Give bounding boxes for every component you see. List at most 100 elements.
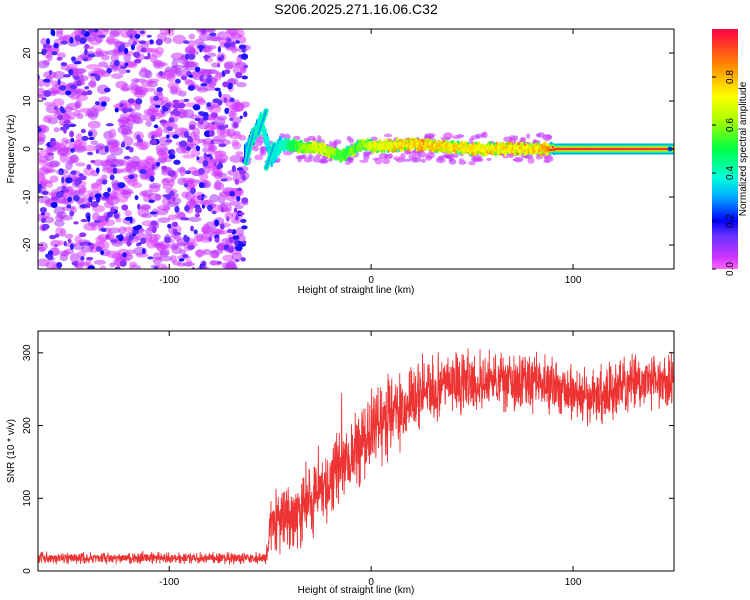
noise-blob bbox=[182, 154, 196, 159]
track-cell bbox=[430, 145, 433, 149]
track-cell bbox=[529, 149, 533, 153]
track-cell bbox=[337, 153, 340, 159]
noise-blob bbox=[129, 82, 139, 91]
track-cell bbox=[452, 146, 455, 152]
track-cell bbox=[509, 145, 512, 151]
noise-spot bbox=[165, 193, 172, 200]
noise-blob bbox=[154, 193, 162, 201]
noise-blob bbox=[156, 112, 167, 118]
noise-spot bbox=[49, 234, 57, 240]
noise-blob bbox=[229, 200, 242, 206]
noise-spot bbox=[231, 165, 236, 173]
track-cell bbox=[429, 144, 432, 149]
track-cell bbox=[293, 142, 296, 149]
noise-spot bbox=[216, 261, 222, 265]
track-cell bbox=[409, 143, 413, 149]
noise-spot bbox=[115, 234, 123, 239]
noise-blob bbox=[100, 54, 110, 61]
noise-spot bbox=[47, 250, 54, 256]
noise-spot bbox=[101, 228, 107, 232]
track-cell bbox=[584, 147, 587, 151]
spectrogram-y-label: Frequency (Hz) bbox=[6, 115, 17, 184]
track-streak-core bbox=[265, 143, 276, 170]
spectrogram-y-tick-label: 10 bbox=[22, 95, 33, 107]
track-cell bbox=[602, 147, 605, 151]
track-cell bbox=[365, 144, 368, 148]
track-cell bbox=[326, 150, 329, 155]
track-cell bbox=[437, 143, 440, 148]
halo-blob bbox=[378, 152, 389, 160]
noise-blob bbox=[75, 68, 87, 74]
noise-spot bbox=[238, 170, 247, 175]
noise-spot bbox=[138, 40, 147, 45]
track-cell bbox=[544, 148, 547, 151]
track-cell bbox=[581, 147, 585, 151]
noise-spot bbox=[171, 221, 179, 228]
noise-spot bbox=[177, 102, 186, 109]
track-cell bbox=[403, 143, 407, 147]
track-cell bbox=[534, 147, 537, 152]
noise-blob bbox=[126, 162, 135, 170]
noise-spot bbox=[235, 40, 240, 44]
noise-spot bbox=[229, 190, 235, 197]
spectrogram-x-ticks: -100 0 100 bbox=[159, 29, 582, 286]
noise-spot bbox=[69, 84, 77, 90]
halo-blob bbox=[486, 157, 492, 161]
track-cell bbox=[551, 147, 554, 151]
noise-spot bbox=[178, 258, 185, 262]
track-cell bbox=[629, 147, 632, 151]
noise-spot bbox=[50, 142, 54, 147]
track-cell bbox=[309, 144, 312, 149]
spectrogram-x-tick-label: -100 bbox=[159, 275, 179, 286]
noise-spot bbox=[94, 101, 100, 106]
noise-blob bbox=[193, 96, 204, 102]
track-cell bbox=[468, 145, 471, 150]
noise-blob bbox=[208, 144, 218, 153]
track-cell bbox=[352, 144, 356, 152]
noise-spot bbox=[50, 196, 59, 201]
noise-blob bbox=[157, 217, 171, 223]
track-cell bbox=[367, 142, 370, 147]
track-cell bbox=[277, 143, 281, 155]
track-cell bbox=[619, 147, 622, 151]
noise-blob bbox=[159, 29, 171, 35]
colorbar-ticks: 0.0 0.2 0.4 0.6 0.8 bbox=[712, 70, 736, 276]
snr-series-line bbox=[38, 348, 674, 566]
noise-blob bbox=[210, 250, 220, 259]
halo-blob bbox=[503, 136, 513, 143]
noise-blob bbox=[159, 250, 169, 256]
track-cell bbox=[462, 145, 465, 150]
noise-blob bbox=[171, 123, 178, 130]
track-cell bbox=[419, 142, 422, 147]
noise-spot bbox=[240, 218, 247, 224]
track-cell bbox=[466, 145, 470, 151]
track-cell bbox=[363, 142, 367, 147]
track-cell bbox=[574, 147, 577, 151]
track-cell bbox=[274, 145, 277, 157]
track-cell bbox=[331, 150, 334, 154]
track-cell bbox=[501, 148, 505, 154]
track-cell bbox=[399, 142, 402, 147]
spectrogram-y-tick-label: -20 bbox=[22, 237, 33, 252]
track-cell bbox=[426, 141, 430, 147]
noise-blob bbox=[131, 182, 143, 189]
noise-spot bbox=[233, 207, 238, 213]
track-cell bbox=[316, 147, 319, 152]
noise-spot bbox=[195, 145, 201, 152]
track-cell bbox=[500, 145, 503, 150]
track-cell bbox=[453, 144, 456, 149]
noise-spot bbox=[203, 55, 211, 59]
track-cell bbox=[465, 147, 468, 151]
noise-blob bbox=[98, 29, 110, 36]
halo-blob bbox=[425, 133, 436, 137]
noise-blob bbox=[90, 183, 103, 193]
track-cell bbox=[435, 144, 438, 149]
track-cell bbox=[523, 146, 526, 151]
noise-blob bbox=[52, 98, 65, 107]
noise-spot bbox=[104, 145, 109, 153]
track-cell bbox=[400, 144, 403, 149]
noise-blob bbox=[158, 136, 172, 146]
track-cell bbox=[504, 144, 507, 151]
track-cell bbox=[493, 147, 496, 151]
track-cell bbox=[647, 147, 650, 151]
